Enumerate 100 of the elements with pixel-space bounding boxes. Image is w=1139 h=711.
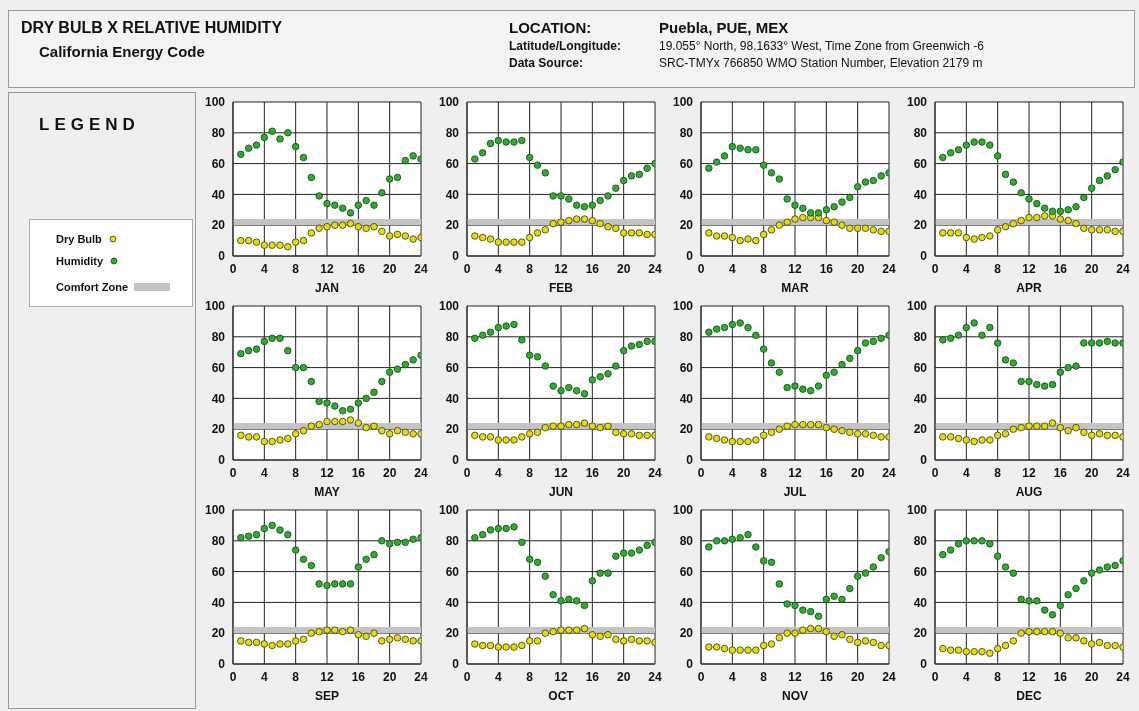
y-tick-label: 100 [906,95,928,110]
point [736,534,744,542]
point [252,638,261,647]
x-tick-label: 12 [788,669,802,684]
x-tick-label: 8 [526,669,534,684]
point [993,644,1002,653]
point [604,569,612,577]
point [237,236,245,245]
x-tick-label: 8 [760,669,768,684]
point [237,350,245,358]
point [518,433,526,441]
text: SRC-TMYx 766850 WMO Station Number, Elevation 2179 m [659,56,984,70]
y-tick-label: 80 [445,534,460,549]
point [338,580,347,588]
point [627,635,636,644]
point [1017,189,1025,197]
point [572,597,581,605]
text: Latitude/Longitude: [509,39,622,53]
point [315,627,323,636]
point [549,219,557,228]
point [954,146,963,154]
y-tick-label: 60 [679,156,694,171]
point [409,637,417,645]
point [565,383,573,392]
x-tick-label: 16 [819,465,834,480]
y-tick-label: 100 [204,95,226,110]
x-tick-label: 24 [648,669,662,684]
point [744,323,752,332]
point [268,127,276,135]
point [1064,591,1072,599]
point [1072,219,1080,228]
x-tick-label: 4 [728,669,736,684]
point [370,201,378,209]
point [853,224,862,232]
y-tick-label: 60 [445,360,460,375]
point [541,362,550,370]
point [627,229,636,237]
point [533,161,542,169]
point [799,385,807,393]
point [861,339,870,347]
point [486,641,495,650]
point [1087,339,1096,347]
point [962,323,971,332]
point [244,236,253,245]
point [939,644,947,653]
point [1017,216,1025,225]
point [822,206,831,214]
x-axis-title: JAN [314,281,340,295]
point [260,640,269,648]
point [315,580,323,588]
point [502,138,510,146]
x-tick-label: 24 [1116,669,1130,684]
point [580,419,589,427]
y-tick-label: 40 [913,391,928,406]
point [478,641,487,650]
point [783,600,791,608]
point [1017,377,1025,386]
point [643,431,651,440]
point [588,376,597,384]
point [346,416,355,424]
y-tick-label: 40 [211,391,226,406]
point [993,152,1002,160]
point [814,420,823,429]
point [861,637,870,645]
point [1009,425,1018,433]
point [877,334,885,343]
point [846,193,854,202]
point [962,647,971,656]
point [759,345,768,353]
point [791,601,799,610]
x-tick-label: 24 [414,465,428,480]
point [705,433,713,441]
point [946,229,955,237]
point [1072,203,1080,211]
point [978,233,986,242]
point [471,534,479,542]
legend-title: LEGEND [39,115,140,135]
point [572,626,581,634]
x-tick-label: 16 [819,261,834,276]
point [401,635,410,644]
x-tick-label: 24 [1116,465,1130,480]
point [588,422,597,430]
point [323,626,331,634]
y-tick-label: 100 [906,299,928,314]
point [323,581,331,590]
point [284,346,292,355]
point [736,437,744,446]
point [767,226,776,234]
point [877,641,885,650]
point [612,184,620,192]
x-tick-label: 8 [994,669,1002,684]
point [1025,213,1033,222]
x-tick-label: 8 [760,261,768,276]
point [1017,595,1025,604]
y-tick-label: 100 [672,95,694,110]
point [244,346,253,355]
point [1025,597,1033,605]
point [1064,634,1072,642]
point [572,420,581,429]
x-tick-label: 16 [819,669,834,684]
